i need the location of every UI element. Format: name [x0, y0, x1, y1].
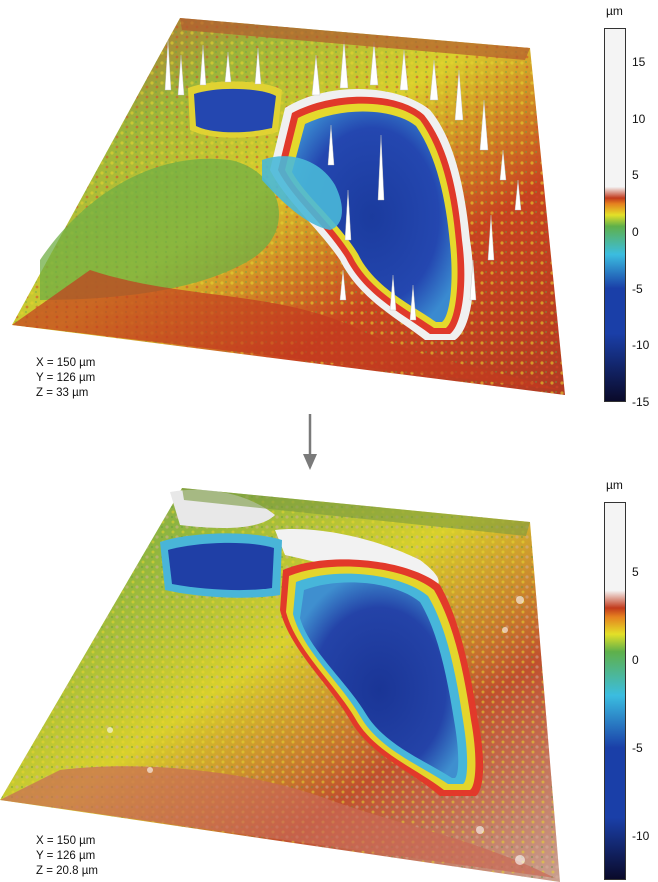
- small-pit-floor: [168, 542, 274, 591]
- colorbar-tick-label: -10: [632, 829, 650, 844]
- colorbar: [604, 28, 626, 402]
- colorbar-tick-label: -15: [632, 395, 650, 409]
- dimension-readout: X = 150 µm Y = 126 µm Z = 20.8 µm: [36, 834, 98, 879]
- colorbar-tick-label: -5: [632, 281, 643, 296]
- bottom-surface-panel: X = 150 µm Y = 126 µm Z = 20.8 µm µm 5 0 -…: [0, 470, 658, 882]
- colorbar-tick-label: 15: [632, 54, 646, 69]
- y-dimension: Y = 126 µm: [36, 850, 96, 862]
- colorbar: [604, 502, 626, 880]
- colorbar-unit: µm: [606, 478, 623, 492]
- dimension-readout: X = 150 µm Y = 126 µm Z = 33 µm: [36, 356, 95, 401]
- colorbar-tick-label: 0: [632, 225, 639, 240]
- green-region: [40, 158, 279, 300]
- surface-back-edge: [180, 18, 530, 60]
- red-region: [0, 766, 555, 878]
- colorbar-tick-label: 5: [632, 168, 639, 183]
- red-region: [12, 270, 560, 390]
- colorbar-tick-label: -5: [632, 741, 643, 756]
- x-dimension: X = 150 µm: [36, 835, 96, 847]
- surface-plot-before: [12, 18, 565, 395]
- z-dimension: Z = 33 µm: [36, 387, 89, 399]
- pit-floor: [300, 582, 459, 778]
- x-dimension: X = 150 µm: [36, 357, 96, 369]
- top-surface-panel: X = 150 µm Y = 126 µm Z = 33 µm µm 15 10 5…: [0, 0, 658, 410]
- pit-shelf: [262, 156, 342, 230]
- surface-back-edge: [182, 488, 530, 536]
- colorbar-tick-label: 0: [632, 653, 639, 668]
- colorbar-unit: µm: [606, 4, 623, 18]
- y-dimension: Y = 126 µm: [36, 372, 96, 384]
- surface-highlights: [107, 596, 525, 865]
- z-dimension: Z = 20.8 µm: [36, 865, 98, 877]
- colorbar-tick-label: 5: [632, 565, 639, 580]
- colorbar-tick-label: -10: [632, 338, 650, 353]
- surface-plot-after: [0, 488, 560, 882]
- surface-spikes: [164, 39, 522, 321]
- small-pit-floor: [194, 88, 276, 133]
- down-arrow-icon: [303, 414, 317, 470]
- colorbar-tick-label: 10: [632, 111, 646, 126]
